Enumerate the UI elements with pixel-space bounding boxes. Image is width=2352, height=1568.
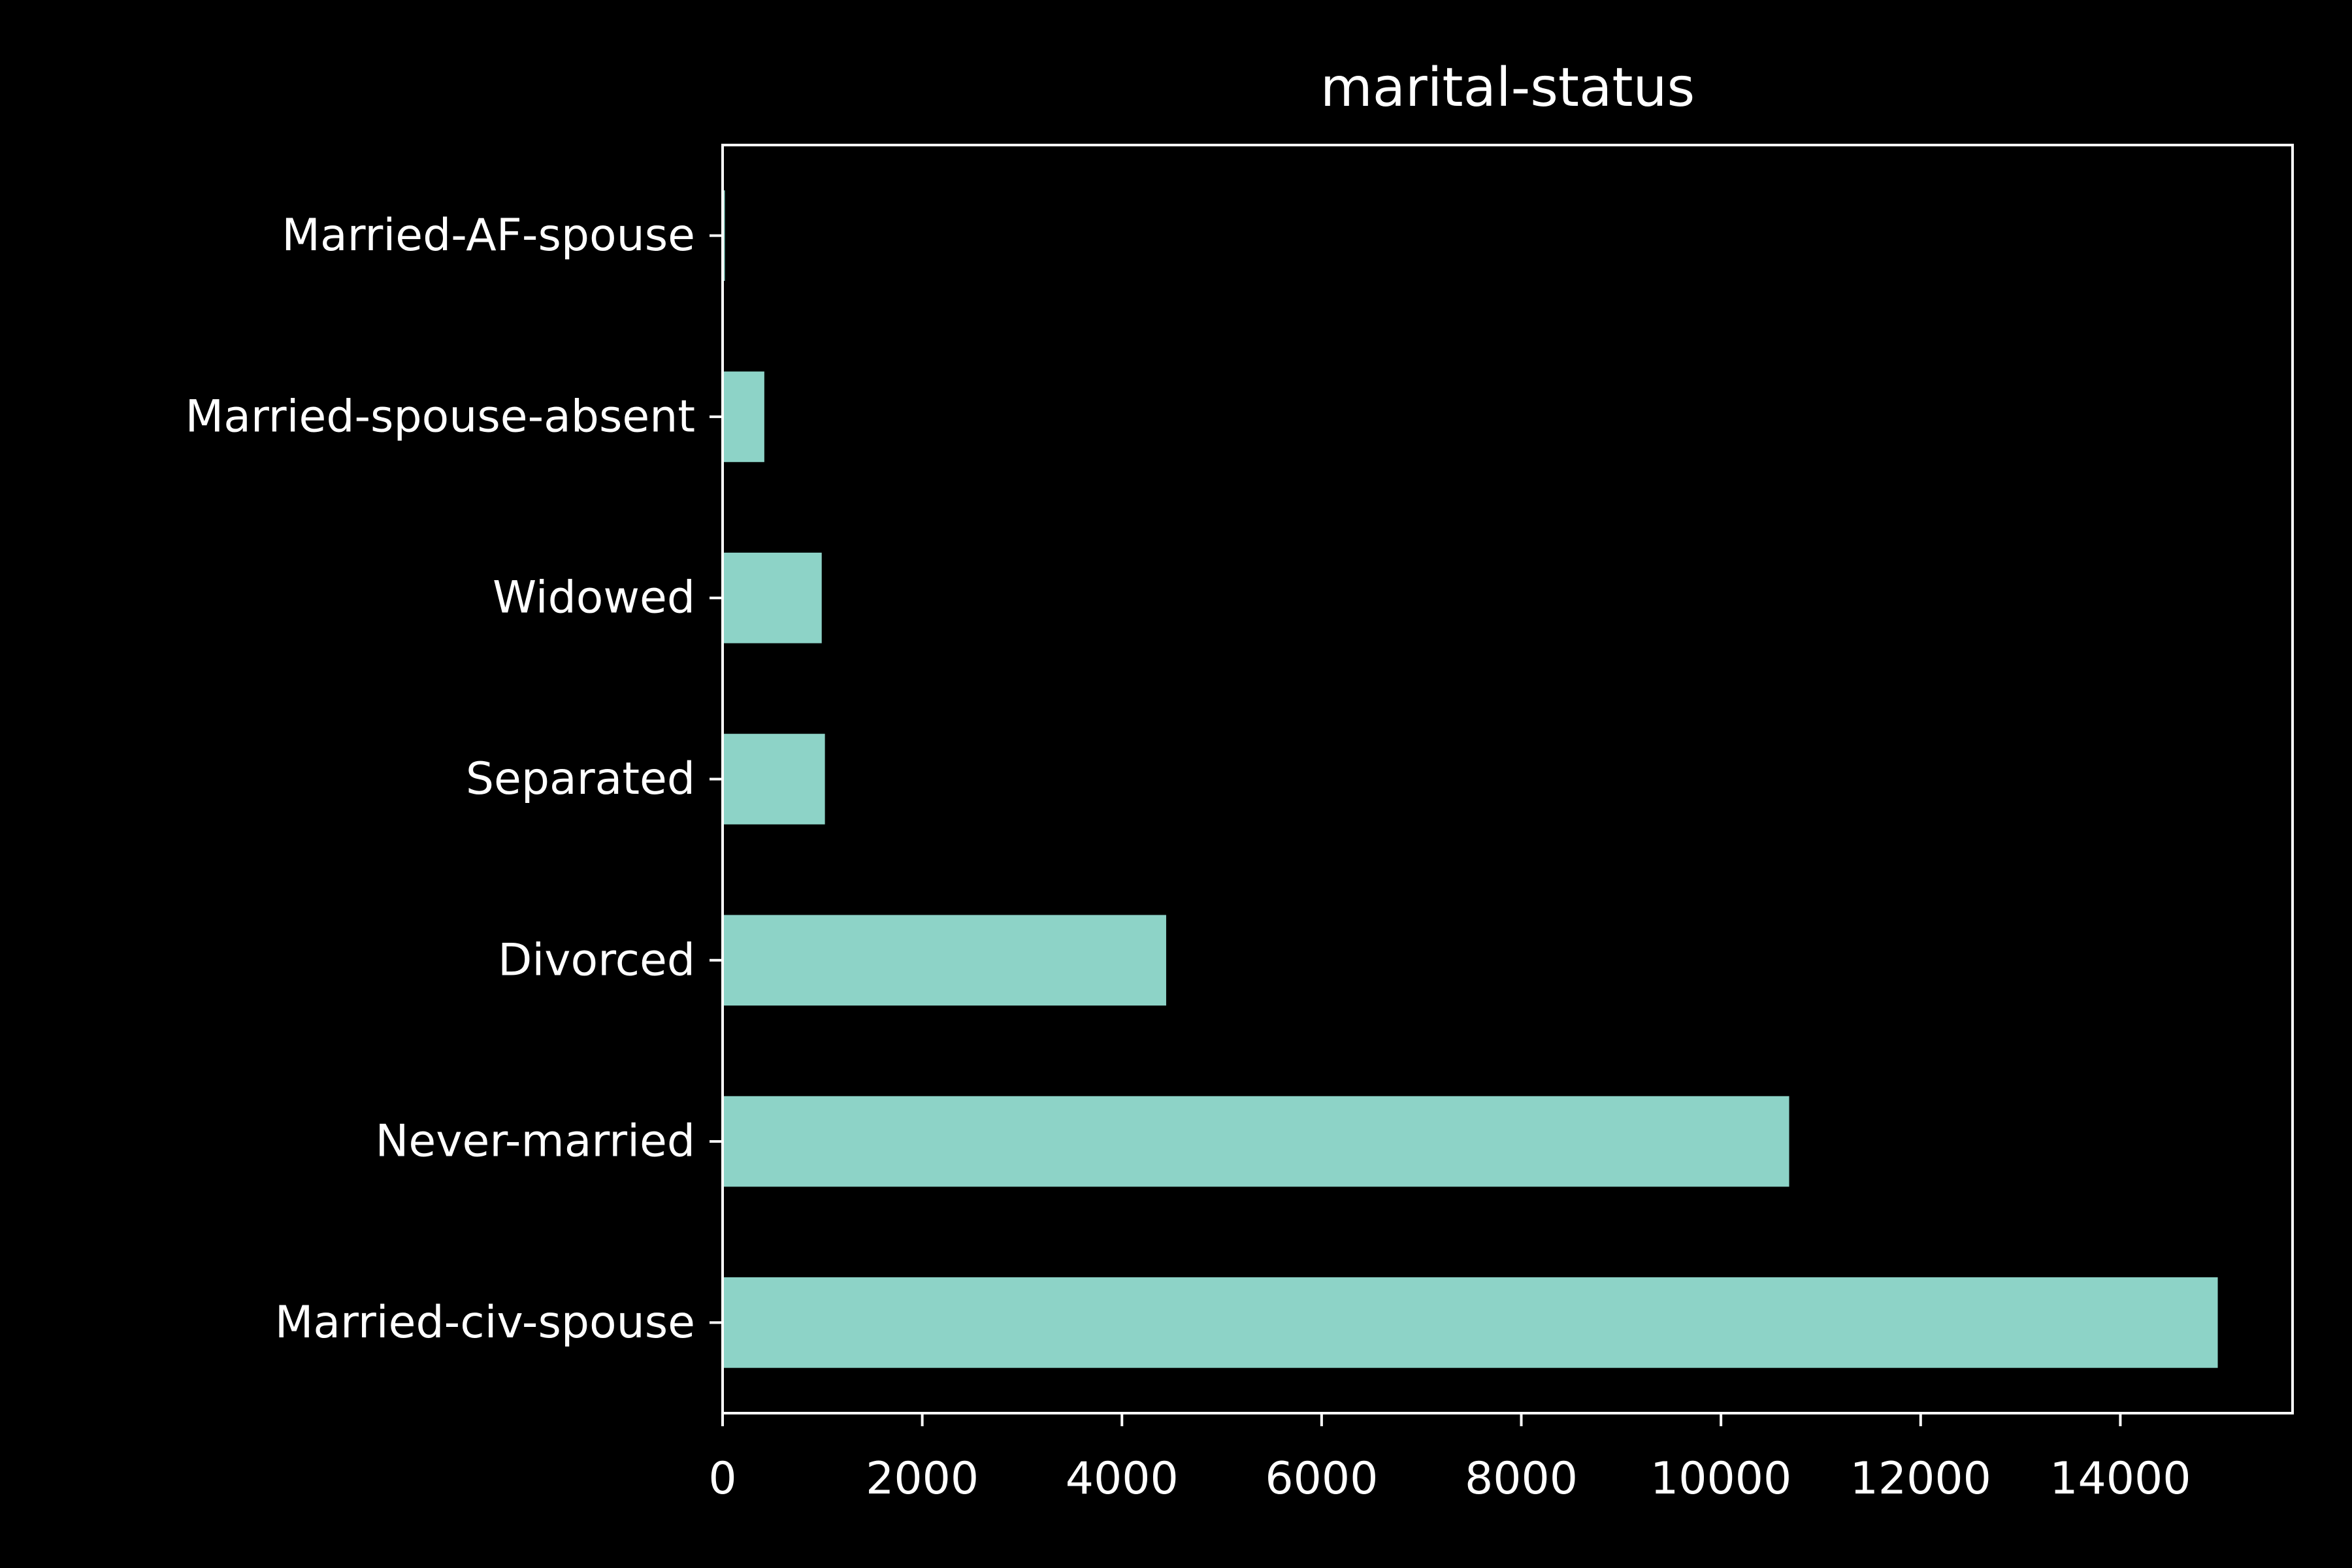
bar-widowed — [723, 552, 822, 644]
bar-separated — [723, 734, 825, 825]
x-tick-label: 8000 — [1465, 1453, 1578, 1505]
x-tick-label: 12000 — [1850, 1453, 1991, 1505]
bars — [723, 190, 2218, 1368]
x-tick-label: 2000 — [866, 1453, 979, 1505]
chart-title: marital-status — [1320, 57, 1695, 119]
x-tick-label: 4000 — [1066, 1453, 1179, 1505]
x-tick-label: 6000 — [1265, 1453, 1378, 1505]
y-tick-label: Separated — [466, 753, 695, 805]
x-axis: 0 2000 4000 6000 8000 10000 12000 14000 — [708, 1413, 2191, 1505]
y-axis: Married-civ-spouse Never-married Divorced S… — [186, 210, 723, 1348]
y-tick-label: Married-AF-spouse — [282, 210, 695, 261]
y-tick-label: Married-spouse-absent — [186, 391, 695, 442]
bar-divorced — [723, 915, 1166, 1006]
bar-married-civ-spouse — [723, 1277, 2218, 1368]
y-tick-label: Never-married — [376, 1116, 695, 1168]
y-tick-label: Divorced — [498, 934, 695, 986]
x-tick-label: 10000 — [1650, 1453, 1791, 1505]
bar-never-married — [723, 1096, 1789, 1187]
y-tick-label: Widowed — [493, 572, 695, 624]
x-tick-label: 0 — [708, 1453, 736, 1505]
bar-married-spouse-absent — [723, 371, 764, 463]
y-tick-label: Married-civ-spouse — [275, 1297, 695, 1348]
x-tick-label: 14000 — [2050, 1453, 2191, 1505]
